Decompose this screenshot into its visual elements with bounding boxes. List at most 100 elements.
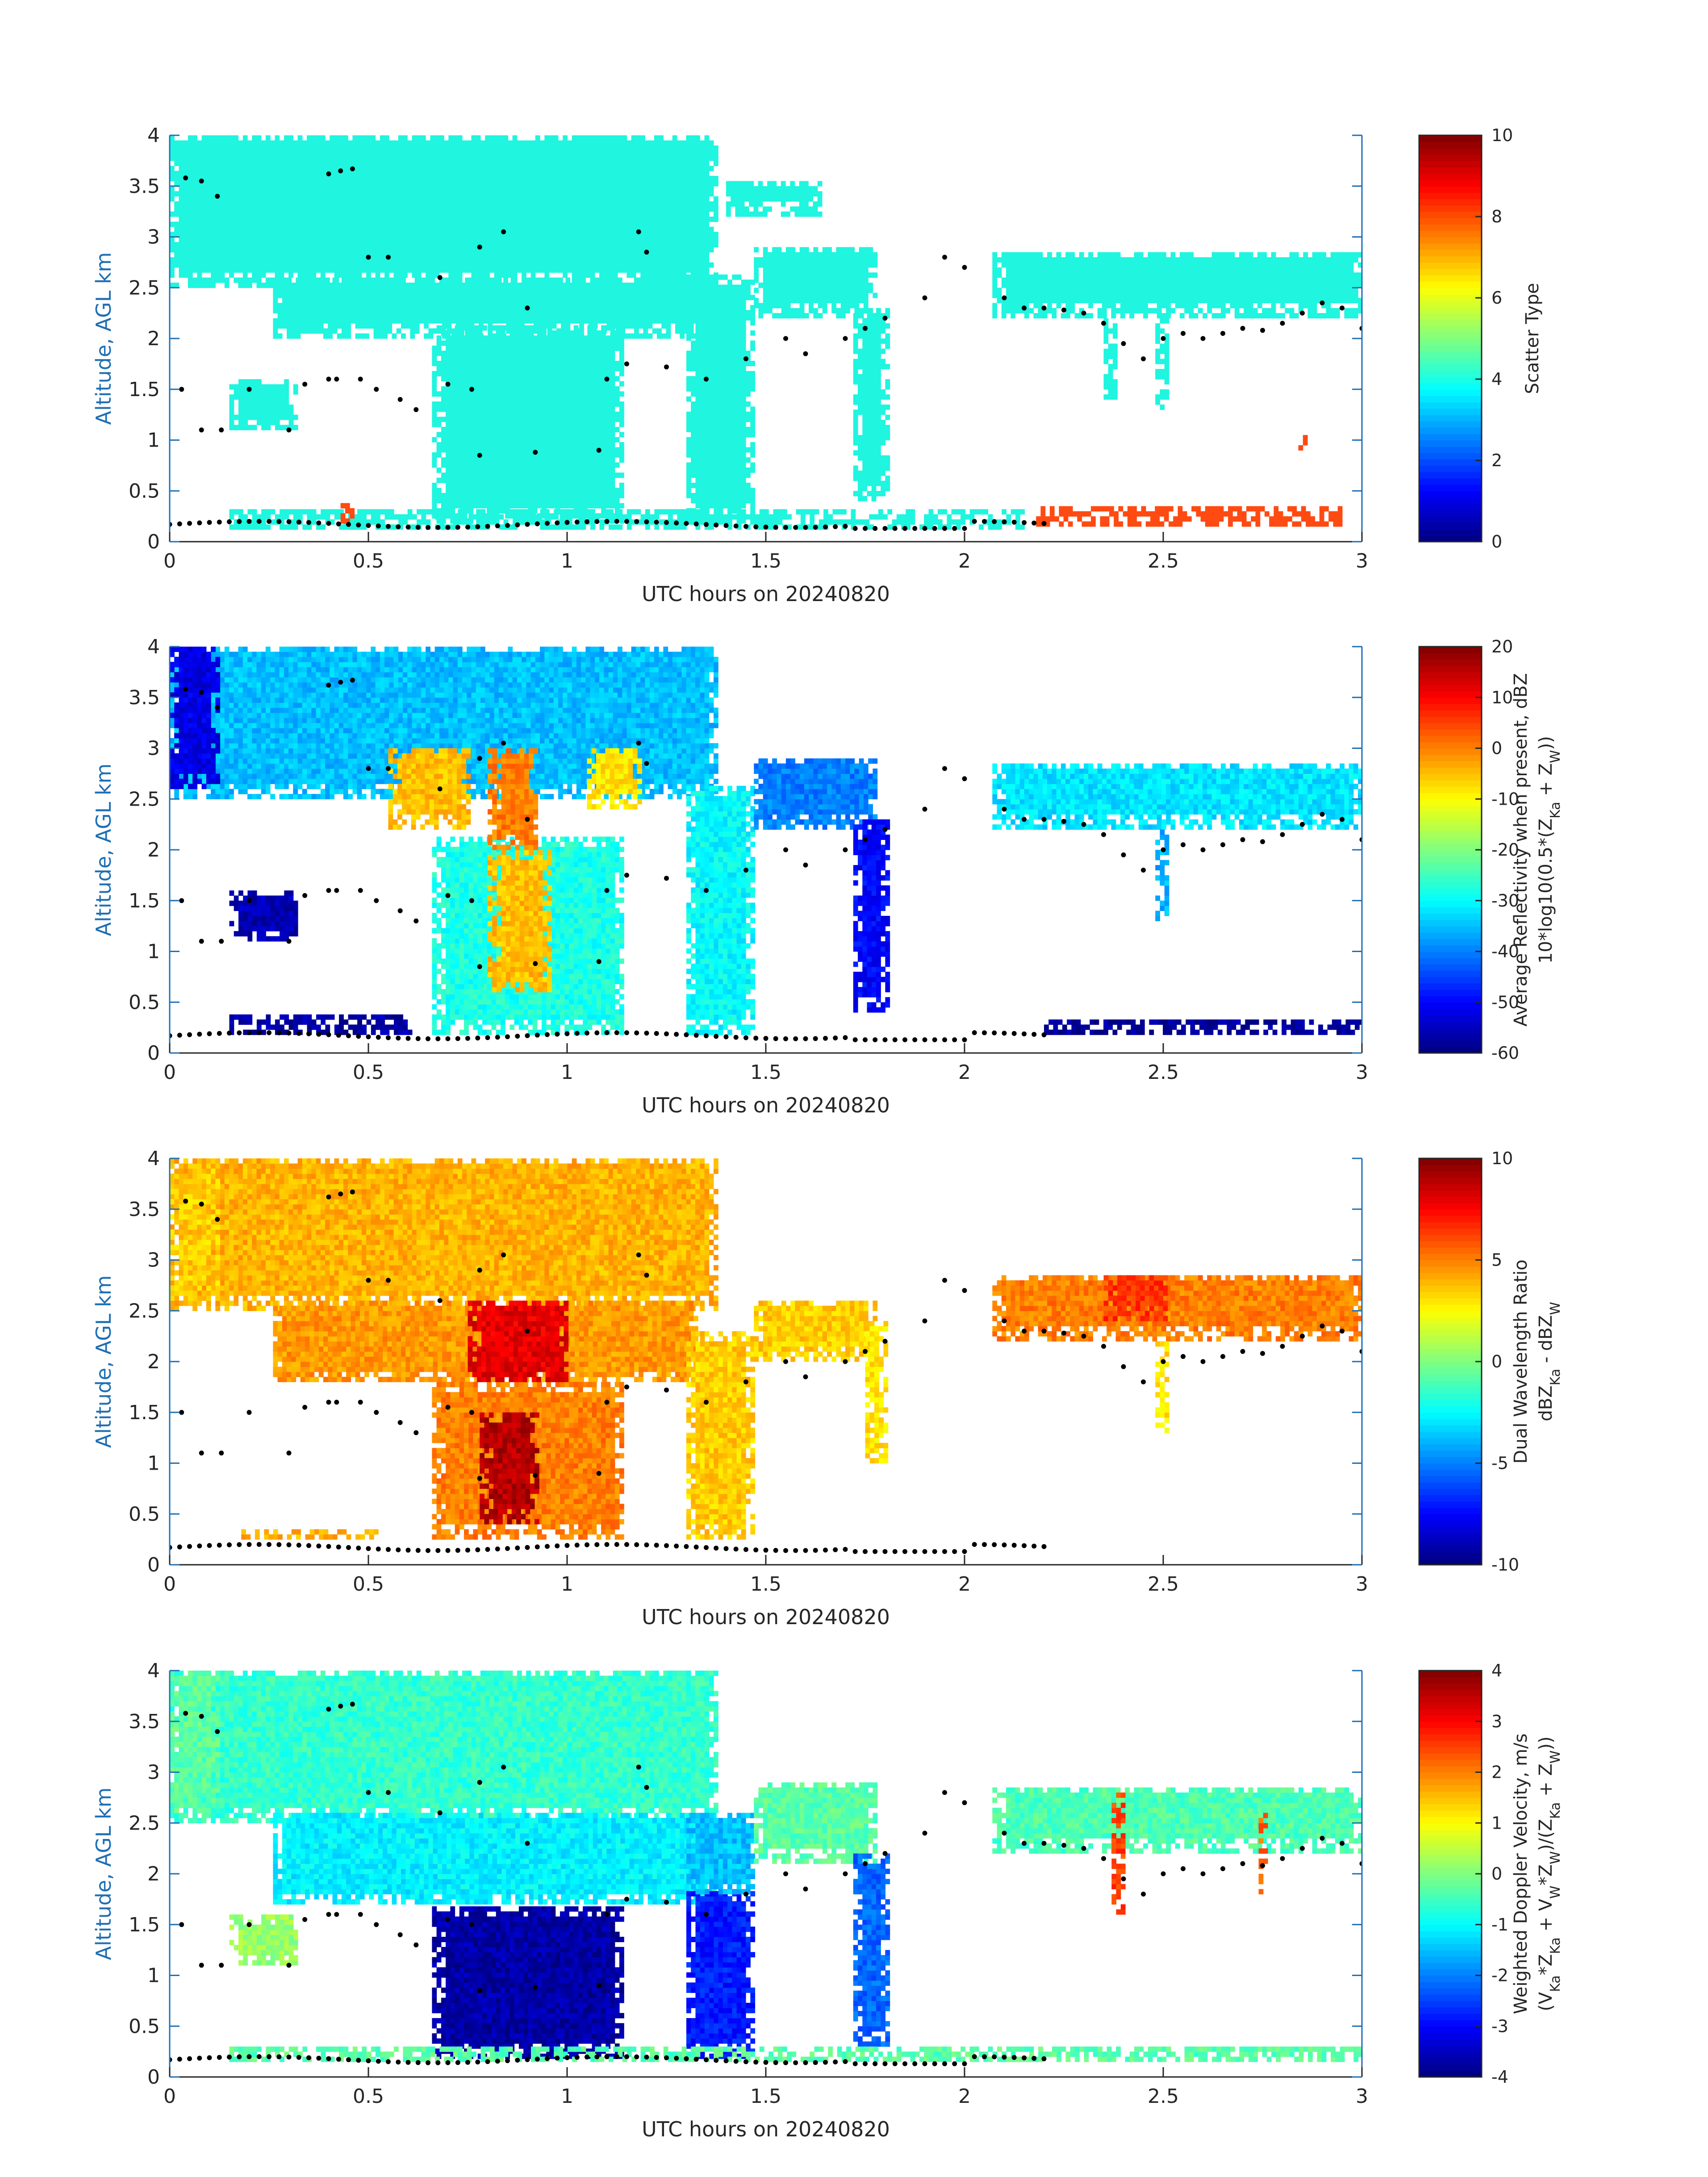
- heatmap-cell: [645, 155, 650, 161]
- heatmap-cell: [522, 277, 526, 283]
- heatmap-cell: [453, 267, 458, 273]
- heatmap-cell: [576, 272, 581, 278]
- heatmap-cell: [282, 298, 287, 303]
- heatmap-cell: [500, 452, 505, 458]
- heatmap-cell: [309, 323, 315, 329]
- heatmap-cell: [211, 186, 216, 192]
- heatmap-cell: [371, 196, 376, 202]
- heatmap-cell: [302, 155, 307, 161]
- heatmap-cell: [459, 488, 464, 493]
- heatmap-cell: [375, 145, 380, 151]
- heatmap-cell: [282, 292, 287, 298]
- heatmap-cell: [307, 226, 312, 232]
- heatmap-cell: [661, 333, 667, 339]
- heatmap-cell: [489, 221, 495, 227]
- heatmap-cell: [359, 323, 365, 329]
- heatmap-cell: [436, 351, 442, 356]
- heatmap-cell: [444, 191, 449, 197]
- heatmap-cell: [553, 181, 559, 187]
- heatmap-cell: [672, 150, 677, 156]
- heatmap-cell: [434, 181, 440, 187]
- heatmap-cell: [238, 140, 243, 146]
- heatmap-cell: [179, 201, 184, 207]
- heatmap-cell: [526, 262, 531, 268]
- heatmap-cell: [482, 503, 487, 509]
- heatmap-cell: [441, 462, 446, 468]
- heatmap-cell: [512, 196, 518, 202]
- heatmap-cell: [533, 313, 539, 319]
- heatmap-cell: [570, 292, 575, 298]
- heatmap-cell: [434, 171, 440, 176]
- heatmap-cell: [448, 267, 454, 273]
- heatmap-cell: [663, 217, 668, 222]
- heatmap-cell: [252, 252, 257, 258]
- heatmap-cell: [473, 452, 478, 458]
- heatmap-cell: [496, 498, 501, 504]
- heatmap-cell: [174, 201, 179, 207]
- heatmap-cell: [206, 196, 211, 202]
- heatmap-cell: [515, 298, 520, 303]
- heatmap-cell: [392, 288, 397, 293]
- heatmap-cell: [526, 237, 531, 242]
- heatmap-cell: [491, 462, 497, 468]
- heatmap-cell: [337, 282, 342, 288]
- heatmap-cell: [500, 498, 505, 504]
- heatmap-cell: [410, 298, 415, 303]
- heatmap-cell: [515, 308, 520, 313]
- heatmap-cell: [533, 298, 539, 303]
- heatmap-cell: [496, 452, 501, 458]
- heatmap-cell: [645, 166, 650, 171]
- heatmap-cell: [384, 237, 389, 242]
- heatmap-cell: [421, 217, 426, 222]
- heatmap-cell: [647, 333, 653, 339]
- heatmap-cell: [535, 176, 540, 181]
- heatmap-cell: [488, 292, 493, 298]
- heatmap-cell: [192, 247, 197, 253]
- heatmap-cell: [275, 247, 280, 253]
- heatmap-cell: [618, 257, 622, 263]
- heatmap-cell: [338, 242, 344, 247]
- heatmap-cell: [293, 247, 298, 253]
- heatmap-cell: [563, 145, 568, 151]
- heatmap-cell: [558, 257, 563, 263]
- heatmap-cell: [457, 272, 463, 278]
- heatmap-cell: [626, 191, 632, 197]
- heatmap-cell: [681, 181, 687, 187]
- heatmap-cell: [275, 186, 280, 192]
- heatmap-cell: [622, 191, 627, 197]
- heatmap-cell: [211, 181, 216, 187]
- heatmap-cell: [403, 145, 408, 151]
- heatmap-cell: [300, 298, 305, 303]
- heatmap-cell: [325, 211, 330, 217]
- heatmap-cell: [403, 140, 408, 146]
- heatmap-cell: [229, 155, 234, 161]
- heatmap-cell: [517, 201, 522, 207]
- heatmap-cell: [579, 288, 584, 293]
- heatmap-cell: [318, 288, 324, 293]
- heatmap-cell: [553, 135, 559, 141]
- heatmap-cell: [316, 150, 321, 156]
- heatmap-cell: [480, 267, 485, 273]
- heatmap-cell: [494, 160, 499, 166]
- heatmap-cell: [473, 351, 478, 356]
- heatmap-cell: [663, 191, 668, 197]
- heatmap-cell: [668, 217, 673, 222]
- heatmap-cell: [371, 267, 376, 273]
- heatmap-cell: [477, 467, 483, 473]
- heatmap-cell: [482, 437, 487, 443]
- heatmap-cell: [371, 176, 376, 181]
- heatmap-cell: [375, 272, 380, 278]
- heatmap-cell: [460, 313, 465, 319]
- heatmap-cell: [675, 328, 680, 334]
- heatmap-cell: [396, 277, 401, 283]
- heatmap-cell: [192, 140, 197, 146]
- heatmap-cell: [503, 196, 508, 202]
- heatmap-cell: [242, 181, 248, 187]
- heatmap-cell: [373, 313, 379, 319]
- heatmap-cell: [366, 272, 371, 278]
- heatmap-cell: [567, 160, 572, 166]
- heatmap-cell: [558, 201, 563, 207]
- heatmap-cell: [183, 201, 188, 207]
- heatmap-cell: [480, 252, 485, 258]
- heatmap-cell: [485, 257, 490, 263]
